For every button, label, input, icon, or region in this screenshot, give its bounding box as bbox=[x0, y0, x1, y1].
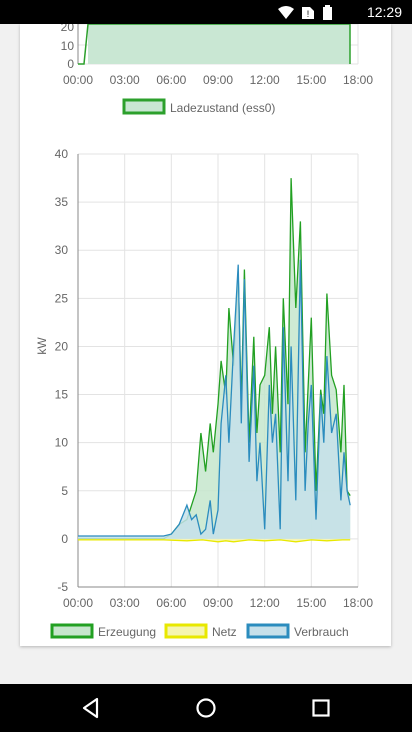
no-sim-icon: ! bbox=[302, 7, 314, 19]
svg-text:!: ! bbox=[307, 9, 310, 19]
navigation-bar bbox=[0, 684, 412, 732]
x-tick-label: 00:00 bbox=[63, 596, 93, 610]
x-tick-label: 03:00 bbox=[110, 596, 140, 610]
recents-icon[interactable] bbox=[309, 696, 333, 720]
top-y-tick-10: 10 bbox=[61, 39, 75, 53]
y-tick-label: 30 bbox=[55, 243, 69, 257]
status-time: 12:29 bbox=[366, 4, 402, 20]
top-x-tick: 09:00 bbox=[203, 73, 233, 87]
legend-label-verbrauch[interactable]: Verbrauch bbox=[294, 625, 349, 639]
legend-label-erzeugung[interactable]: Erzeugung bbox=[98, 625, 156, 639]
y-tick-label: 35 bbox=[55, 195, 69, 209]
top-y-tick-20: 20 bbox=[61, 24, 75, 34]
legend-label-netz[interactable]: Netz bbox=[212, 625, 237, 639]
wifi-icon bbox=[278, 6, 294, 19]
top-chart: 20 10 0 00:00 03:00 06:00 09:00 12:00 15:00 18… bbox=[61, 24, 373, 115]
legend-swatch-verbrauch[interactable] bbox=[246, 623, 290, 639]
y-tick-label: 10 bbox=[55, 436, 69, 450]
top-x-tick: 00:00 bbox=[63, 73, 93, 87]
main-chart: 40 35 30 25 20 15 10 5 0 -5 00:00 03:00 06:00 09:00 1… bbox=[35, 147, 373, 639]
top-x-tick: 06:00 bbox=[156, 73, 186, 87]
status-bar: ! 12:29 bbox=[0, 0, 412, 24]
top-x-tick: 12:00 bbox=[250, 73, 280, 87]
status-icons: ! bbox=[278, 5, 332, 20]
y-tick-label: 25 bbox=[55, 291, 69, 305]
y-tick-label: -5 bbox=[57, 580, 68, 594]
top-chart-area bbox=[88, 24, 350, 64]
top-y-tick-0: 0 bbox=[67, 57, 74, 71]
x-tick-label: 15:00 bbox=[296, 596, 326, 610]
top-x-tick: 03:00 bbox=[110, 73, 140, 87]
y-tick-label: 0 bbox=[61, 532, 68, 546]
legend-swatch-erzeugung[interactable] bbox=[50, 623, 94, 639]
y-tick-label: 15 bbox=[55, 388, 69, 402]
legend-label-ladezustand[interactable]: Ladezustand (ess0) bbox=[170, 101, 275, 115]
x-tick-label: 06:00 bbox=[156, 596, 186, 610]
legend-swatch-netz[interactable] bbox=[164, 623, 208, 639]
series-line-netz bbox=[78, 539, 351, 543]
y-tick-label: 5 bbox=[61, 484, 68, 498]
series-area-verbrauch bbox=[78, 259, 351, 539]
top-x-tick: 18:00 bbox=[343, 73, 373, 87]
back-icon[interactable] bbox=[79, 696, 103, 720]
x-tick-label: 18:00 bbox=[343, 596, 373, 610]
battery-icon bbox=[323, 5, 332, 20]
y-tick-label: 20 bbox=[55, 339, 69, 353]
top-chart-line bbox=[78, 24, 351, 65]
top-x-tick: 15:00 bbox=[296, 73, 326, 87]
legend-swatch-ladezustand[interactable] bbox=[122, 98, 166, 115]
y-axis-label: kW bbox=[35, 337, 49, 355]
series-line-erzeugung bbox=[78, 178, 351, 540]
x-tick-label: 09:00 bbox=[203, 596, 233, 610]
y-tick-label: 40 bbox=[55, 147, 69, 161]
series-line-verbrauch bbox=[78, 259, 351, 537]
chart-card: 20 10 0 00:00 03:00 06:00 09:00 12:00 15:00 18… bbox=[20, 24, 391, 646]
x-tick-label: 12:00 bbox=[250, 596, 280, 610]
home-icon[interactable] bbox=[194, 696, 218, 720]
